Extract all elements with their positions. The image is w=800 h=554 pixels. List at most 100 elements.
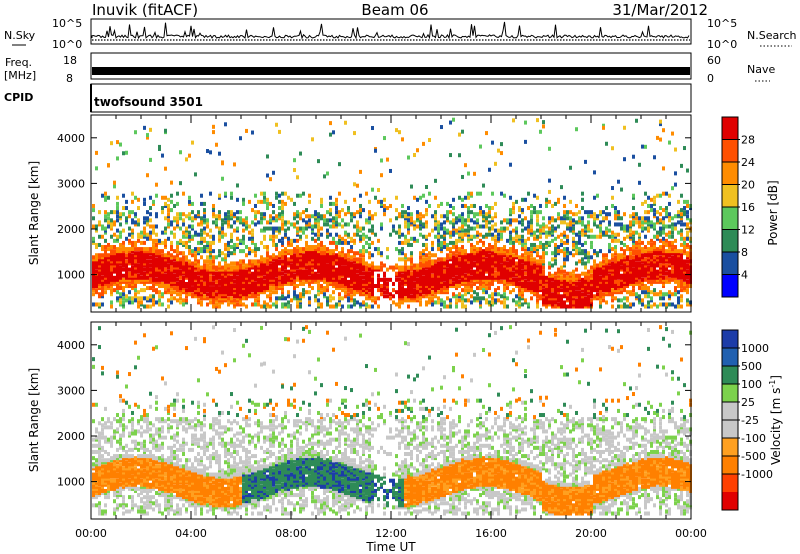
range-cell xyxy=(134,212,137,217)
range-cell xyxy=(305,249,308,254)
range-cell xyxy=(461,261,464,266)
range-cell xyxy=(512,210,515,215)
range-cell xyxy=(203,294,206,299)
range-cell xyxy=(368,242,371,247)
range-cell xyxy=(92,216,95,221)
range-cell xyxy=(221,273,224,278)
range-cell xyxy=(323,292,326,297)
range-cell xyxy=(401,273,404,278)
range-cell xyxy=(632,267,635,272)
range-cell xyxy=(155,232,158,237)
range-cell xyxy=(116,234,119,239)
range-cell xyxy=(227,253,230,258)
range-cell xyxy=(341,255,344,260)
range-cell xyxy=(494,261,497,266)
range-cell xyxy=(407,296,410,301)
range-cell xyxy=(221,277,224,282)
range-cell xyxy=(368,281,371,286)
range-cell xyxy=(176,245,179,250)
range-cell xyxy=(275,304,278,309)
range-cell xyxy=(254,294,257,299)
range-cell xyxy=(350,271,353,276)
range-cell xyxy=(332,263,335,268)
range-cell xyxy=(209,242,212,247)
range-cell xyxy=(254,269,257,274)
range-cell xyxy=(476,279,479,284)
range-cell xyxy=(248,290,251,295)
range-cell xyxy=(344,279,347,284)
range-cell xyxy=(434,300,437,305)
range-cell xyxy=(602,259,605,264)
range-cell xyxy=(413,220,416,225)
range-cell xyxy=(500,269,503,274)
range-cell xyxy=(344,120,347,125)
range-cell xyxy=(254,273,257,278)
range-cell xyxy=(524,286,527,291)
range-cell xyxy=(581,292,584,297)
range-cell xyxy=(623,273,626,278)
range-cell xyxy=(380,267,383,272)
range-cell xyxy=(224,265,227,270)
range-cell xyxy=(161,271,164,276)
range-cell xyxy=(218,267,221,272)
range-cell xyxy=(536,218,539,223)
range-cell xyxy=(335,212,338,217)
range-cell xyxy=(455,286,458,291)
range-cell xyxy=(311,267,314,272)
range-cell xyxy=(497,263,500,268)
range-cell xyxy=(506,277,509,282)
range-cell xyxy=(452,218,455,223)
range-cell xyxy=(131,245,134,250)
range-cell xyxy=(209,255,212,260)
range-cell xyxy=(446,247,449,252)
range-cell xyxy=(161,261,164,266)
range-cell xyxy=(386,267,389,272)
range-cell xyxy=(614,222,617,227)
range-cell xyxy=(134,292,137,297)
range-cell xyxy=(353,273,356,278)
range-cell xyxy=(257,281,260,286)
range-cell xyxy=(638,245,641,250)
range-cell xyxy=(548,281,551,286)
range-cell xyxy=(491,271,494,276)
range-cell xyxy=(251,238,254,243)
range-cell xyxy=(104,263,107,268)
range-cell xyxy=(599,286,602,291)
range-cell xyxy=(614,216,617,221)
range-cell xyxy=(212,296,215,301)
range-cell xyxy=(389,218,392,223)
range-cell xyxy=(602,277,605,282)
range-cell xyxy=(317,263,320,268)
range-cell xyxy=(305,271,308,276)
range-cell xyxy=(428,296,431,301)
range-cell xyxy=(521,265,524,270)
range-cell xyxy=(248,263,251,268)
range-cell xyxy=(281,218,284,223)
range-cell xyxy=(419,275,422,280)
freq-tick-top: 18 xyxy=(63,54,77,67)
range-cell xyxy=(95,255,98,260)
range-cell xyxy=(617,216,620,221)
range-cell xyxy=(185,288,188,293)
range-cell xyxy=(131,199,134,204)
range-cell xyxy=(572,286,575,291)
range-cell xyxy=(584,304,587,309)
range-cell xyxy=(179,263,182,268)
range-cell xyxy=(521,197,524,202)
range-cell xyxy=(335,304,338,309)
range-cell xyxy=(419,257,422,262)
range-cell xyxy=(287,304,290,309)
range-cell xyxy=(629,273,632,278)
range-cell xyxy=(611,265,614,270)
range-cell xyxy=(413,275,416,280)
range-cell xyxy=(296,271,299,276)
range-cell xyxy=(320,302,323,307)
range-cell xyxy=(104,271,107,276)
range-cell xyxy=(626,234,629,239)
range-cell xyxy=(266,304,269,309)
range-cell xyxy=(254,216,257,221)
range-cell xyxy=(314,298,317,303)
range-cell xyxy=(479,191,482,196)
range-cell xyxy=(95,150,98,155)
range-cell xyxy=(491,245,494,250)
